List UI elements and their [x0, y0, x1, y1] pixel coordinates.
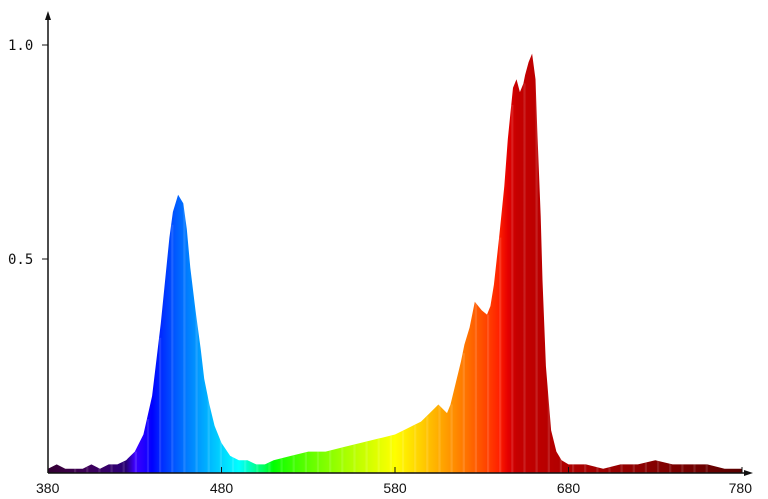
spectrum-band — [559, 457, 562, 473]
spectrum-band — [487, 314, 490, 473]
spectrum-band — [389, 435, 392, 473]
spectrum-band — [669, 463, 672, 473]
spectrum-band — [474, 301, 477, 473]
x-tick-label: 780 — [729, 480, 753, 496]
spectrum-band — [584, 464, 587, 473]
x-tick-label: 480 — [210, 480, 234, 496]
spectrum-band — [681, 464, 684, 473]
spectrum-band — [353, 444, 356, 473]
tick-labels: 380 480 580 680 780 0.5 1.0 — [8, 38, 752, 496]
spectrum-band — [620, 464, 623, 473]
spectrum-band — [377, 438, 380, 473]
spectrum-band — [98, 467, 101, 473]
spectrum-band — [231, 456, 235, 473]
spectrum-band — [280, 458, 283, 473]
spectrum-band — [608, 467, 611, 473]
spectrum-band — [256, 464, 259, 473]
spectrum-band — [207, 396, 210, 473]
spectrum-band — [644, 462, 647, 473]
spectrum-band — [74, 468, 77, 473]
y-tick-label: 1.0 — [8, 38, 33, 54]
spectrum-band — [572, 464, 575, 473]
spectrum-band — [146, 419, 150, 473]
spectrum-band — [219, 438, 222, 473]
spectrum-band — [462, 353, 465, 473]
spectrum-area-layer — [48, 53, 742, 474]
spectrum-band — [632, 464, 635, 473]
spectrum-band — [705, 464, 708, 473]
spectrum-band — [122, 461, 125, 473]
spectrum-band — [414, 425, 417, 473]
spectrum-band — [365, 441, 368, 473]
x-axis-arrow — [744, 470, 753, 476]
spectrum-band — [110, 464, 113, 473]
spectrum-band — [268, 462, 271, 473]
y-tick-label: 0.5 — [8, 252, 33, 268]
spectrum-band — [547, 387, 550, 473]
spectrum-band — [523, 83, 526, 473]
x-tick-label: 580 — [383, 480, 407, 496]
spectrum-area — [48, 53, 742, 473]
spectrum-band — [401, 431, 405, 473]
spectrum-band — [438, 404, 441, 473]
spectrum-band — [86, 467, 89, 473]
spectrum-band — [292, 455, 295, 473]
spectrum-band — [535, 79, 538, 473]
spectrum-band — [596, 467, 599, 473]
spectrum-band — [499, 237, 502, 473]
spectrum-band — [159, 337, 162, 473]
axes — [42, 11, 753, 476]
spectrum-band — [195, 310, 198, 473]
x-tick-label: 680 — [557, 480, 581, 496]
spectrum-band — [304, 452, 307, 473]
spectrum-band — [450, 404, 453, 473]
y-axis-arrow — [45, 11, 51, 20]
spectrum-band — [183, 203, 186, 473]
x-tick-label: 380 — [36, 480, 60, 496]
spectrum-band — [693, 464, 696, 473]
spectrum-band — [657, 460, 660, 473]
spectrum-band — [316, 451, 320, 473]
spectrum-band — [134, 451, 137, 473]
spectrum-band — [341, 447, 344, 473]
spectrum-band — [329, 450, 332, 473]
spectrum-band — [511, 104, 514, 474]
spectrum-band — [171, 224, 174, 473]
spectrum-band — [244, 460, 247, 473]
spectrum-band — [426, 416, 429, 473]
